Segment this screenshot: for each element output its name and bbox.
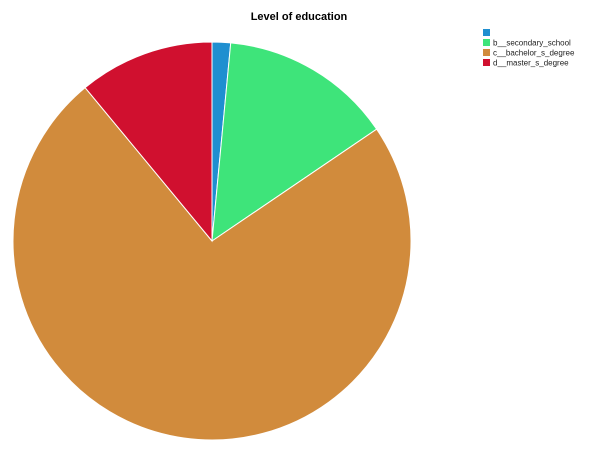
legend-label-3: c__bachelor_s_degree [493, 49, 575, 58]
legend-swatch-2 [483, 39, 490, 46]
legend-swatch-1 [483, 29, 490, 36]
pie-slice-4 [84, 41, 213, 243]
pie-slice-2 [211, 42, 378, 243]
legend-label-2: b__secondary_school [493, 39, 571, 48]
legend-swatch-3 [483, 49, 490, 56]
legend: b__secondary_schoolc__bachelor_s_degreed… [483, 29, 575, 68]
pie-slices [12, 41, 412, 441]
pie-slice-3 [12, 86, 412, 441]
legend-label-4: d__master_s_degree [493, 59, 569, 68]
legend-swatch-4 [483, 59, 490, 66]
chart-title: Level of education [251, 11, 348, 23]
